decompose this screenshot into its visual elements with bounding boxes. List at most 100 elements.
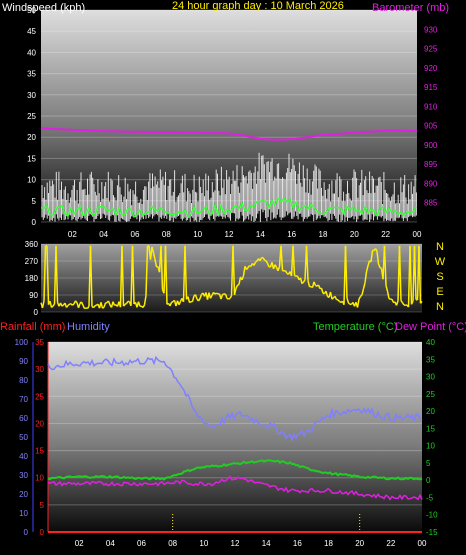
- direction-sample: [152, 252, 156, 260]
- direction-sample: [199, 294, 203, 299]
- wind-y-tick: 10: [27, 176, 36, 185]
- baro-y-tick: 905: [424, 122, 438, 131]
- wind-y-tick: 0: [32, 218, 37, 227]
- barometer-line: [40, 127, 417, 141]
- wind-average-line: [40, 196, 417, 218]
- temp-x-ticks: 02 04 06 08 10 12 14 16 18 20 22 00: [75, 539, 427, 548]
- direction-sample: [232, 245, 236, 295]
- temperature-y-tick: 25: [426, 390, 435, 399]
- temperature-y-tick: 15: [426, 424, 435, 433]
- temperature-y-ticks: -15 -10 -5 0 5 10 15 20 25 30 35 40: [426, 338, 438, 537]
- direction-sample: [142, 304, 146, 308]
- dewpoint-label: Dew Point (°C): [395, 321, 466, 333]
- direction-sample: [365, 265, 369, 272]
- baro-y-tick: 890: [424, 179, 438, 188]
- direction-sample: [367, 260, 371, 266]
- rainfall-y-tick: 15: [35, 447, 44, 456]
- wind-x-tick: 20: [350, 230, 359, 239]
- humidity-y-tick: 0: [24, 528, 29, 537]
- direction-sample: [228, 297, 231, 300]
- direction-sample: [124, 302, 127, 305]
- direction-sample: [358, 296, 362, 300]
- direction-sample: [187, 296, 191, 303]
- direction-sample: [137, 301, 141, 307]
- baro-y-tick: 885: [424, 199, 438, 208]
- wind-y-tick: 15: [27, 154, 36, 163]
- direction-sample: [216, 292, 219, 295]
- direction-sample: [222, 293, 225, 296]
- direction-sample: [89, 245, 93, 307]
- humidity-y-ticks: 0 10 20 30 40 50 60 70 80 90 100: [15, 338, 29, 537]
- temp-x-tick: 16: [293, 539, 302, 548]
- direction-sample: [410, 300, 414, 305]
- direction-sample: [395, 300, 399, 306]
- baro-y-tick: 920: [424, 64, 438, 73]
- direction-y-tick: 360: [25, 240, 39, 249]
- direction-sample: [226, 297, 229, 300]
- temperature-line: [47, 459, 423, 481]
- direction-sample: [385, 285, 389, 292]
- rainfall-y-tick: 5: [40, 501, 45, 510]
- direction-sample: [91, 305, 94, 309]
- wind-x-tick: 10: [193, 230, 202, 239]
- temp-x-tick: 10: [199, 539, 208, 548]
- direction-sample: [383, 245, 387, 286]
- direction-sample: [61, 304, 64, 307]
- baro-y-tick: 915: [424, 83, 438, 92]
- humidity-y-tick: 30: [19, 471, 28, 480]
- temp-x-tick: 08: [168, 539, 177, 548]
- direction-sample: [121, 245, 125, 307]
- direction-sample: [331, 297, 335, 300]
- direction-y-tick: 90: [29, 291, 38, 300]
- direction-sample: [52, 303, 56, 307]
- temp-x-tick: 04: [106, 539, 115, 548]
- wind-x-ticks: 02 04 06 08 10 12 14 16 18 20 22 00: [68, 230, 422, 239]
- direction-sample: [125, 300, 129, 304]
- wind-y-tick: 50: [27, 6, 36, 15]
- direction-sample: [255, 260, 258, 263]
- wind-y-tick: 45: [27, 27, 36, 36]
- direction-sample: [334, 296, 338, 300]
- temperature-y-tick: 10: [426, 442, 435, 451]
- direction-sample: [379, 267, 382, 270]
- direction-sample: [77, 303, 81, 309]
- direction-sample: [178, 301, 182, 306]
- temp-x-tick: 06: [137, 539, 146, 548]
- direction-sample: [237, 283, 240, 286]
- direction-sample: [220, 294, 224, 300]
- direction-sample: [280, 245, 284, 271]
- temperature-y-tick: -15: [426, 528, 438, 537]
- wind-x-tick: 12: [225, 230, 234, 239]
- windspeed-label: Windspeed (kph): [2, 2, 85, 14]
- direction-y-tick: 0: [34, 308, 39, 317]
- direction-sample: [362, 282, 366, 289]
- direction-sample: [112, 301, 116, 306]
- baro-y-tick: 910: [424, 102, 438, 111]
- direction-sample: [214, 292, 217, 295]
- direction-sample: [55, 245, 59, 303]
- direction-sample: [348, 302, 351, 305]
- humidity-y-tick: 20: [19, 490, 28, 499]
- direction-sample: [377, 263, 381, 268]
- direction-sample: [370, 250, 374, 263]
- baro-y-tick: 925: [424, 45, 438, 54]
- direction-sample: [247, 265, 251, 268]
- direction-sample: [238, 276, 242, 285]
- humidity-y-tick: 100: [15, 338, 29, 347]
- direction-sample: [292, 245, 296, 276]
- direction-sample: [361, 288, 365, 296]
- barometer-label: Barometer (mb): [372, 2, 449, 14]
- direction-sample: [307, 280, 311, 287]
- wind-x-tick: 02: [68, 230, 77, 239]
- direction-sample: [189, 300, 192, 304]
- compass-label: W: [435, 256, 446, 268]
- direction-sample: [274, 264, 278, 268]
- direction-sample: [264, 259, 267, 262]
- direction-sample: [102, 306, 105, 309]
- direction-sample: [154, 259, 158, 268]
- direction-sample: [209, 295, 213, 299]
- rainfall-label: Rainfall (mm): [0, 321, 65, 333]
- direction-sample: [122, 303, 126, 307]
- humidity-y-tick: 50: [19, 433, 28, 442]
- direction-sample: [160, 245, 164, 290]
